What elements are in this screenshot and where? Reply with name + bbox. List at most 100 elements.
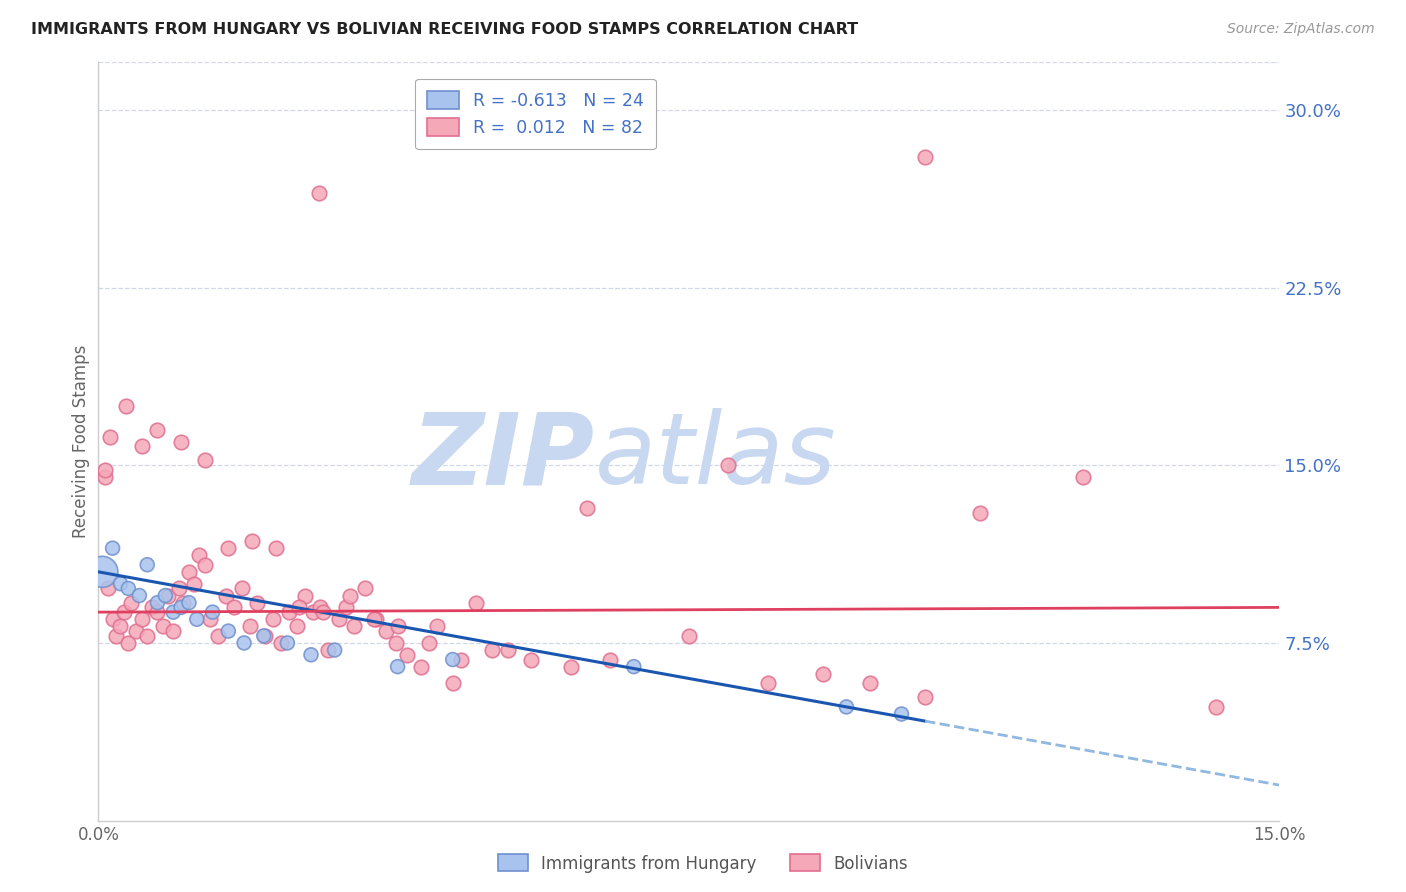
Legend: R = -0.613   N = 24, R =  0.012   N = 82: R = -0.613 N = 24, R = 0.012 N = 82	[415, 78, 655, 149]
Point	[217, 624, 239, 639]
Point	[215, 589, 238, 603]
Point	[385, 636, 408, 650]
Point	[301, 605, 323, 619]
Point	[254, 629, 277, 643]
Point	[353, 582, 375, 596]
Point	[162, 605, 184, 619]
Point	[914, 150, 936, 164]
Point	[128, 589, 150, 603]
Point	[441, 652, 464, 666]
Point	[186, 612, 208, 626]
Point	[110, 576, 132, 591]
Point	[217, 541, 239, 556]
Point	[110, 619, 132, 633]
Point	[418, 636, 440, 650]
Point	[253, 629, 276, 643]
Point	[890, 706, 912, 721]
Point	[117, 636, 139, 650]
Point	[131, 612, 153, 626]
Point	[318, 643, 340, 657]
Point	[441, 676, 464, 690]
Point	[172, 596, 194, 610]
Point	[835, 699, 858, 714]
Point	[264, 541, 287, 556]
Point	[717, 458, 740, 473]
Point	[170, 600, 193, 615]
Point	[560, 659, 582, 673]
Point	[294, 589, 316, 603]
Point	[141, 600, 163, 615]
Point	[162, 624, 184, 639]
Point	[155, 589, 177, 603]
Point	[146, 596, 169, 610]
Point	[101, 612, 124, 626]
Point	[131, 439, 153, 453]
Point	[575, 500, 598, 515]
Point	[450, 652, 472, 666]
Point	[156, 589, 179, 603]
Point	[374, 624, 396, 639]
Point	[93, 470, 115, 484]
Point	[520, 652, 543, 666]
Point	[285, 619, 308, 633]
Point	[121, 596, 143, 610]
Point	[969, 506, 991, 520]
Point	[200, 612, 222, 626]
Point	[387, 619, 409, 633]
Point	[167, 582, 190, 596]
Text: ZIP: ZIP	[412, 409, 595, 505]
Point	[756, 676, 779, 690]
Point	[194, 453, 217, 467]
Point	[496, 643, 519, 657]
Point	[125, 624, 148, 639]
Point	[426, 619, 449, 633]
Point	[93, 463, 115, 477]
Point	[278, 605, 301, 619]
Point	[623, 659, 645, 673]
Point	[299, 648, 322, 662]
Point	[364, 612, 387, 626]
Point	[115, 399, 138, 413]
Point	[387, 659, 409, 673]
Point	[152, 619, 174, 633]
Point	[222, 600, 245, 615]
Point	[914, 690, 936, 705]
Point	[104, 629, 127, 643]
Point	[308, 186, 330, 200]
Point	[811, 666, 834, 681]
Point	[328, 612, 350, 626]
Point	[323, 643, 346, 657]
Point	[146, 423, 169, 437]
Point	[136, 558, 159, 572]
Point	[246, 596, 269, 610]
Point	[363, 612, 385, 626]
Point	[599, 652, 621, 666]
Point	[170, 434, 193, 449]
Point	[411, 659, 433, 673]
Point	[177, 596, 200, 610]
Point	[177, 565, 200, 579]
Text: atlas: atlas	[595, 409, 837, 505]
Point	[262, 612, 284, 626]
Y-axis label: Receiving Food Stamps: Receiving Food Stamps	[72, 345, 90, 538]
Point	[183, 576, 205, 591]
Point	[1071, 470, 1094, 484]
Point	[335, 600, 357, 615]
Point	[91, 565, 114, 579]
Point	[194, 558, 217, 572]
Point	[481, 643, 503, 657]
Point	[201, 605, 224, 619]
Point	[276, 636, 298, 650]
Point	[112, 605, 135, 619]
Point	[240, 534, 263, 549]
Point	[207, 629, 229, 643]
Point	[270, 636, 292, 650]
Point	[117, 582, 139, 596]
Point	[188, 548, 211, 563]
Point	[136, 629, 159, 643]
Point	[339, 589, 361, 603]
Point	[97, 582, 120, 596]
Point	[1205, 699, 1227, 714]
Point	[309, 600, 332, 615]
Point	[678, 629, 700, 643]
